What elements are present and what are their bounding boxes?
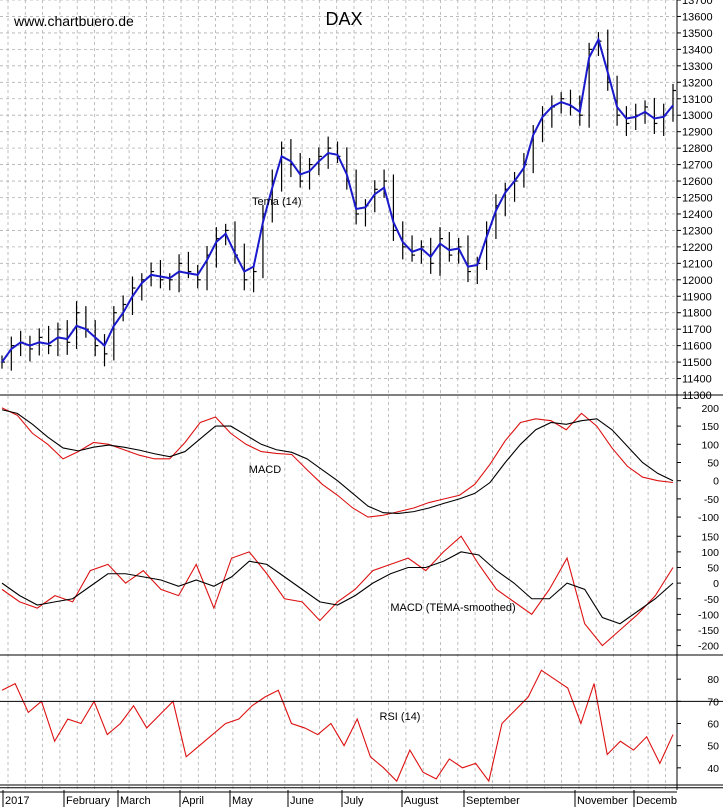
x-tick-label: Decemb bbox=[636, 795, 677, 807]
y-tick-label: -100 bbox=[698, 609, 719, 621]
y-tick-label: 13200 bbox=[682, 77, 713, 89]
chart-title: DAX bbox=[325, 9, 362, 29]
y-tick-label: 13000 bbox=[682, 110, 713, 122]
y-tick-label: 12500 bbox=[682, 193, 713, 205]
x-tick-label: July bbox=[344, 795, 364, 807]
y-tick-label: 80 bbox=[707, 674, 719, 686]
x-tick-label: 2017 bbox=[5, 795, 29, 807]
y-tick-label: 150 bbox=[701, 421, 719, 433]
y-tick-label: 12800 bbox=[682, 143, 713, 155]
y-tick-label: 12700 bbox=[682, 160, 713, 172]
price-bars bbox=[1, 29, 676, 371]
y-tick-label: 12200 bbox=[682, 242, 713, 254]
y-tick-label: -50 bbox=[704, 494, 719, 506]
x-tick-label: April bbox=[182, 795, 204, 807]
y-tick-label: 11700 bbox=[682, 324, 712, 336]
y-tick-label: 200 bbox=[701, 403, 719, 415]
y-tick-label: 50 bbox=[707, 458, 719, 470]
y-tick-label: 13600 bbox=[682, 11, 713, 23]
y-tick-label: 12100 bbox=[682, 258, 713, 270]
y-tick-label: 13700 bbox=[682, 0, 713, 7]
tema-line bbox=[1, 36, 674, 363]
y-tick-label: 12000 bbox=[682, 275, 713, 287]
y-tick-label: 50 bbox=[707, 563, 719, 575]
rsi-label: RSI (14) bbox=[380, 711, 421, 723]
x-tick-label: November bbox=[577, 795, 628, 807]
y-tick-label: 12300 bbox=[682, 225, 713, 237]
y-tick-label: -150 bbox=[698, 625, 719, 637]
marks-layer bbox=[1, 29, 676, 783]
y-tick-label: -200 bbox=[698, 641, 719, 653]
y-tick-label: 0 bbox=[713, 578, 719, 590]
y-tick-label: 100 bbox=[701, 547, 719, 559]
macd-black-line bbox=[1, 409, 674, 514]
y-tick-label: 50 bbox=[707, 741, 719, 753]
y-tick-label: 100 bbox=[701, 439, 719, 451]
rsi-14--red-line bbox=[1, 669, 674, 783]
y-tick-label: -100 bbox=[698, 512, 719, 524]
x-tick-label: August bbox=[404, 795, 438, 807]
macd-tema-smoothed--red-line bbox=[1, 535, 674, 647]
y-tick-label: 11500 bbox=[682, 357, 712, 369]
y-tick-label: 11400 bbox=[682, 374, 712, 386]
watermark: www.chartbuero.de bbox=[13, 13, 134, 29]
y-tick-label: 13300 bbox=[682, 61, 713, 73]
y-tick-label: -50 bbox=[704, 594, 719, 606]
y-tick-label: 70 bbox=[707, 696, 719, 708]
y-tick-label: 11900 bbox=[682, 291, 712, 303]
y-tick-label: 11800 bbox=[682, 308, 712, 320]
y-tick-label: 13500 bbox=[682, 28, 713, 40]
macd-label: MACD bbox=[249, 464, 281, 476]
y-tick-label: 13400 bbox=[682, 44, 713, 56]
y-tick-label: 150 bbox=[701, 531, 719, 543]
y-tick-label: 0 bbox=[713, 476, 719, 488]
macd-red-line bbox=[1, 407, 674, 518]
y-tick-label: 12900 bbox=[682, 127, 713, 139]
x-tick-label: March bbox=[120, 795, 151, 807]
y-tick-label: 40 bbox=[707, 763, 719, 775]
x-tick-label: February bbox=[66, 795, 111, 807]
y-tick-label: 11600 bbox=[682, 341, 712, 353]
macd-tema-smoothed--black-line bbox=[1, 551, 674, 625]
y-tick-label: 12400 bbox=[682, 209, 713, 221]
x-tick-label: May bbox=[232, 795, 253, 807]
x-tick-label: June bbox=[290, 795, 314, 807]
y-tick-label: 11300 bbox=[682, 390, 712, 402]
macd-tema-label: MACD (TEMA-smoothed) bbox=[390, 602, 515, 614]
y-tick-label: 12600 bbox=[682, 176, 713, 188]
tema-label: Tema (14) bbox=[252, 196, 302, 208]
y-tick-label: 60 bbox=[707, 719, 719, 731]
x-tick-label: September bbox=[466, 795, 520, 807]
y-tick-label: 13100 bbox=[682, 94, 713, 106]
